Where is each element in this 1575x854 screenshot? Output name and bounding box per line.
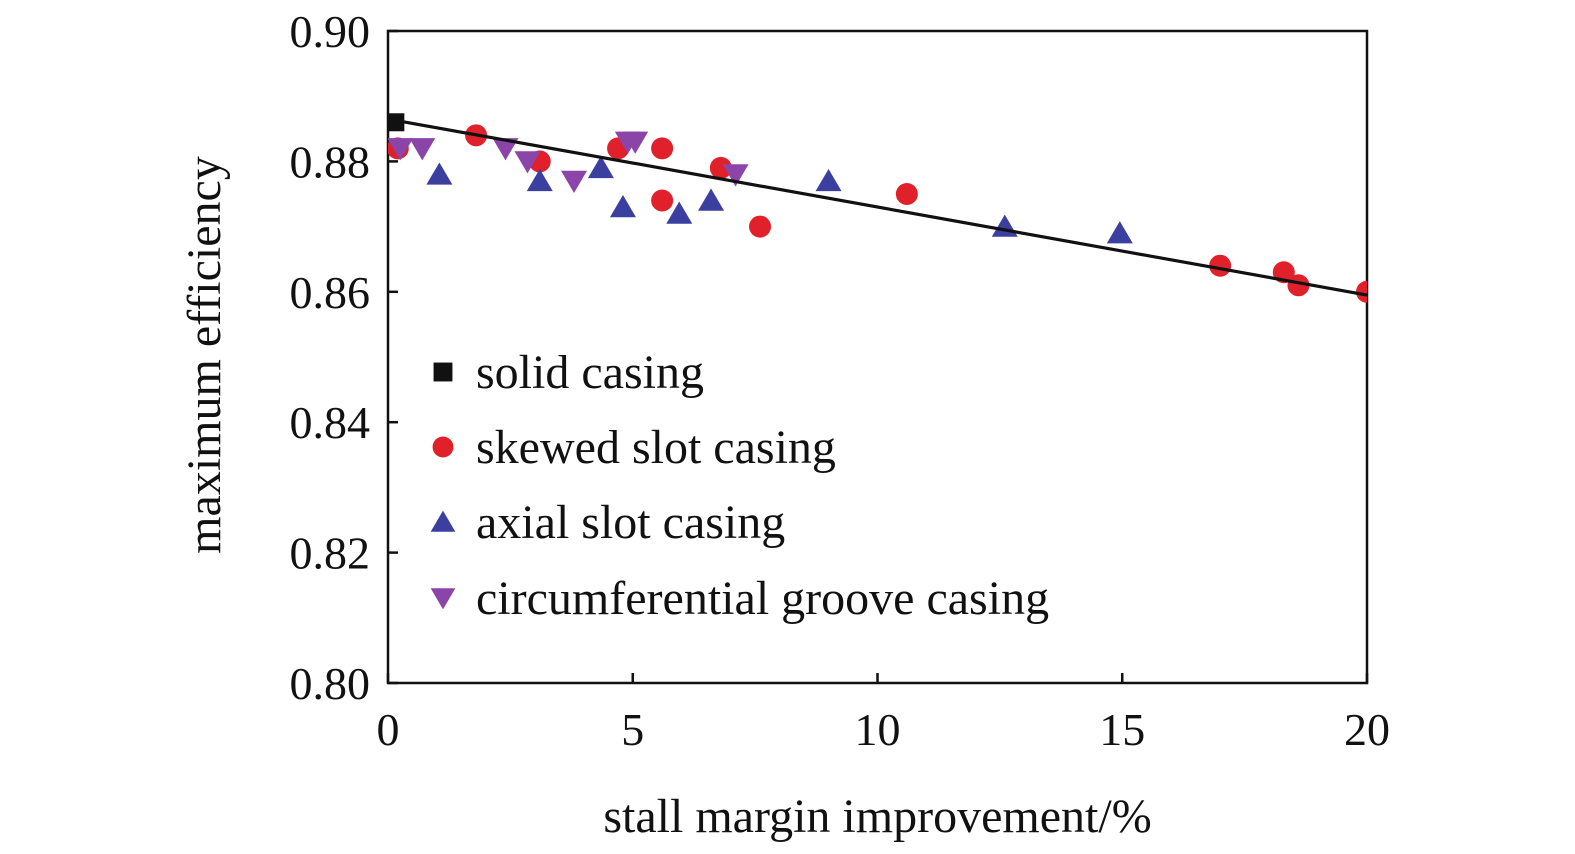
- skewed-slot-casing-point: [651, 137, 674, 160]
- circumferential-groove-casing-point: [722, 164, 749, 187]
- skewed-slot-casing-point: [651, 189, 674, 212]
- circumferential-groove-casing-point: [388, 138, 414, 161]
- axial-slot-casing-point: [666, 201, 693, 224]
- y-tick-label: 0.86: [290, 267, 371, 318]
- circumferential-groove-casing-point: [622, 131, 649, 154]
- linear-fit-line: [387, 117, 1368, 297]
- skewed-slot-casing-point: [1356, 280, 1367, 303]
- trend-line-group: [387, 117, 1368, 297]
- solid-casing-point: [388, 113, 405, 132]
- skewed-slot-casing-point: [895, 183, 918, 205]
- skewed-slot-casing-point: [1287, 274, 1310, 297]
- y-tick-label: 0.80: [290, 658, 371, 709]
- legend-label: axial slot casing: [476, 496, 785, 549]
- legend-marker: [430, 510, 456, 532]
- circumferential-groove-casing-point: [561, 170, 588, 193]
- axial-slot-casing-point: [587, 155, 614, 179]
- axial-slot-casing-point: [609, 195, 636, 218]
- legend-marker: [432, 436, 454, 458]
- axis-ticks: 0 5 10 15 20 0.80 0.82 0.84 0.86 0.88 0.90: [290, 6, 1391, 755]
- circumferential-groove-casing-point: [409, 138, 436, 161]
- y-axis-title: maximum efficiency: [178, 156, 231, 554]
- axial-slot-casing-point: [815, 168, 842, 192]
- legend-label: skewed slot casing: [476, 421, 836, 474]
- x-tick-label: 10: [855, 704, 901, 755]
- legend-marker: [433, 362, 453, 382]
- circumferential-groove-casing-point: [514, 151, 541, 174]
- x-axis-title: stall margin improvement/%: [603, 790, 1151, 843]
- legend-marker: [430, 588, 456, 610]
- y-tick-label: 0.82: [290, 528, 371, 579]
- axial-slot-casing-point: [426, 162, 453, 185]
- skewed-slot-casing-point: [749, 215, 772, 238]
- x-tick-label: 20: [1344, 704, 1390, 755]
- y-tick-label: 0.90: [290, 6, 371, 57]
- skewed-slot-casing-point: [709, 156, 732, 179]
- axial-slot-casing-point: [526, 168, 553, 192]
- x-tick-label: 15: [1099, 704, 1145, 755]
- y-tick-label: 0.88: [290, 136, 371, 187]
- legend-label: circumferential groove casing: [476, 572, 1049, 625]
- axial-slot-casing-point: [1106, 221, 1133, 244]
- x-tick-label: 0: [377, 704, 400, 755]
- legend: solid casing skewed slot casing axial slot…: [430, 346, 1049, 625]
- data-points-group: [388, 113, 1367, 303]
- axial-slot-casing-point: [698, 188, 725, 211]
- y-tick-label: 0.84: [290, 397, 371, 448]
- circumferential-groove-casing-point: [492, 138, 519, 161]
- x-tick-label: 5: [621, 704, 644, 755]
- legend-label: solid casing: [476, 346, 704, 399]
